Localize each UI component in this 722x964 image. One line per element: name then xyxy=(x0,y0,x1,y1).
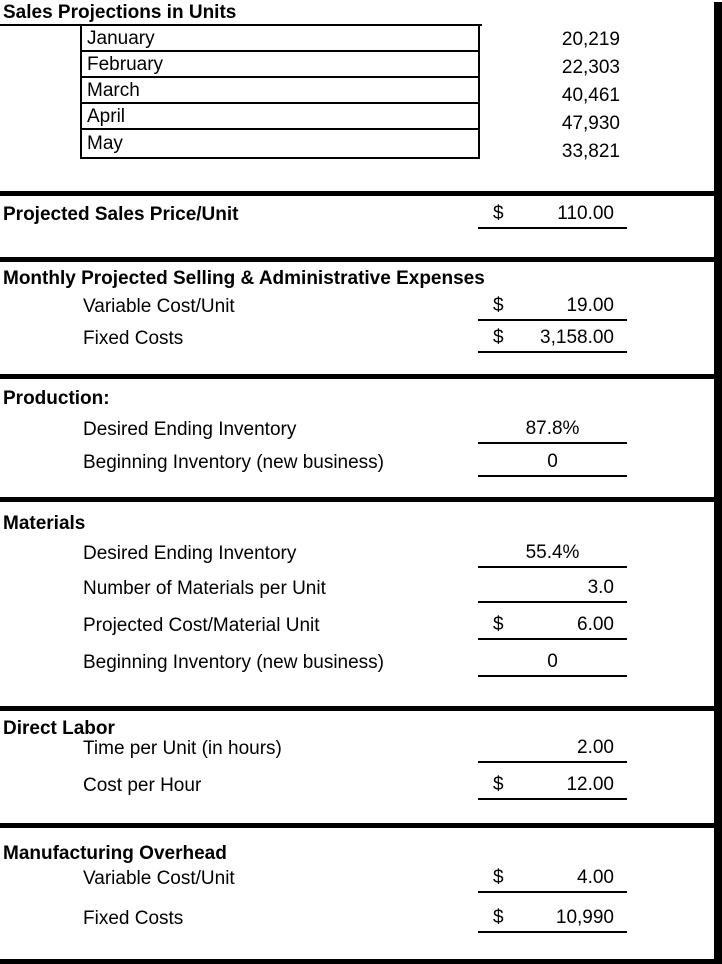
section-separator xyxy=(0,191,722,196)
title-underline xyxy=(0,24,482,26)
sa-variable-cost-label: Variable Cost/Unit xyxy=(83,296,235,317)
dl-cost-per-hour-amount: 12.00 xyxy=(566,774,614,795)
dl-cost-per-hour-label: Cost per Hour xyxy=(83,775,202,796)
selling-admin-header: Monthly Projected Selling & Administrati… xyxy=(3,268,485,289)
section-separator xyxy=(0,257,722,262)
currency-symbol: $ xyxy=(493,295,504,316)
currency-symbol: $ xyxy=(493,614,504,635)
month-input-box: January February March April May xyxy=(80,26,480,159)
oh-fixed-costs-value-cell[interactable]: $ 10,990 xyxy=(478,906,627,933)
sa-fixed-costs-label: Fixed Costs xyxy=(83,328,184,349)
month-value-cell[interactable]: 40,461 xyxy=(561,85,620,106)
oh-fixed-costs-amount: 10,990 xyxy=(555,907,614,928)
section-separator xyxy=(0,374,722,379)
materials-header: Materials xyxy=(3,513,86,534)
section-separator xyxy=(0,497,722,502)
currency-symbol: $ xyxy=(493,774,504,795)
currency-symbol: $ xyxy=(493,327,504,348)
dl-time-per-unit-amount: 2.00 xyxy=(577,737,614,758)
mat-cost-per-unit-value-cell[interactable]: $ 6.00 xyxy=(478,613,627,640)
mat-per-unit-value-cell[interactable]: 3.0 xyxy=(478,576,627,603)
section-separator xyxy=(0,706,722,711)
prod-ending-inventory-label: Desired Ending Inventory xyxy=(83,419,297,440)
month-label-cell[interactable]: February xyxy=(82,52,478,78)
mat-cost-per-unit-label: Projected Cost/Material Unit xyxy=(83,615,320,636)
section-separator xyxy=(0,823,722,828)
dl-cost-per-hour-value-cell[interactable]: $ 12.00 xyxy=(478,773,627,800)
month-label-cell[interactable]: January xyxy=(82,26,478,52)
sa-fixed-costs-amount: 3,158.00 xyxy=(540,327,614,348)
mat-beginning-inventory-value-cell[interactable]: 0 xyxy=(478,650,627,677)
overhead-header: Manufacturing Overhead xyxy=(3,843,227,864)
direct-labor-header: Direct Labor xyxy=(3,718,115,739)
sales-price-amount: 110.00 xyxy=(557,203,614,224)
mat-ending-inventory-value-cell[interactable]: 55.4% xyxy=(478,541,627,568)
dl-time-per-unit-value-cell[interactable]: 2.00 xyxy=(478,736,627,763)
sa-fixed-costs-value-cell[interactable]: $ 3,158.00 xyxy=(478,326,627,353)
mat-per-unit-label: Number of Materials per Unit xyxy=(83,578,326,599)
sa-variable-cost-amount: 19.00 xyxy=(566,295,614,316)
oh-variable-cost-amount: 4.00 xyxy=(577,867,614,888)
month-value-cell[interactable]: 47,930 xyxy=(561,113,620,134)
prod-beginning-inventory-value-cell[interactable]: 0 xyxy=(478,450,627,477)
month-label-cell[interactable]: March xyxy=(82,78,478,104)
currency-symbol: $ xyxy=(493,867,504,888)
mat-beginning-inventory-label: Beginning Inventory (new business) xyxy=(83,652,385,673)
oh-fixed-costs-label: Fixed Costs xyxy=(83,908,184,929)
sales-price-value-cell[interactable]: $ 110.00 xyxy=(478,202,627,229)
month-value-cell[interactable]: 33,821 xyxy=(561,141,620,162)
month-label-cell[interactable]: May xyxy=(87,133,123,154)
currency-symbol: $ xyxy=(493,907,504,928)
mat-cost-per-unit-amount: 6.00 xyxy=(577,614,614,635)
sales-projections-title: Sales Projections in Units xyxy=(3,2,237,23)
prod-ending-inventory-value-cell[interactable]: 87.8% xyxy=(478,417,627,444)
month-value-cell[interactable]: 20,219 xyxy=(561,29,620,50)
currency-symbol: $ xyxy=(493,203,504,224)
mat-per-unit-amount: 3.0 xyxy=(587,577,614,598)
month-label-cell[interactable]: April xyxy=(82,104,478,130)
sheet-right-border xyxy=(714,2,722,964)
dl-time-per-unit-label: Time per Unit (in hours) xyxy=(83,738,282,759)
sales-price-label: Projected Sales Price/Unit xyxy=(3,204,239,225)
production-header: Production: xyxy=(3,388,110,409)
sheet-bottom-border xyxy=(0,959,722,964)
oh-variable-cost-label: Variable Cost/Unit xyxy=(83,868,235,889)
sa-variable-cost-value-cell[interactable]: $ 19.00 xyxy=(478,294,627,321)
month-value-cell[interactable]: 22,303 xyxy=(561,57,620,78)
oh-variable-cost-value-cell[interactable]: $ 4.00 xyxy=(478,866,627,893)
prod-beginning-inventory-label: Beginning Inventory (new business) xyxy=(83,452,385,473)
mat-ending-inventory-label: Desired Ending Inventory xyxy=(83,543,297,564)
